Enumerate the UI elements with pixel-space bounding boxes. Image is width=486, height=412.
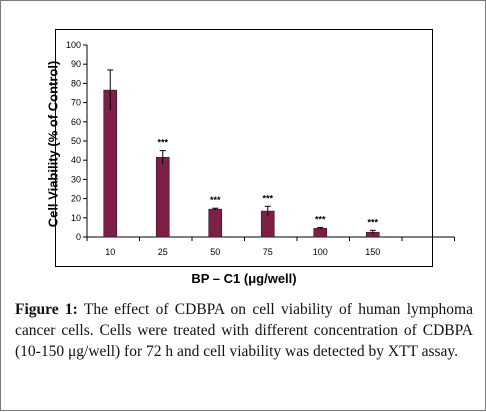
y-tick-label: 30 [71, 174, 81, 184]
x-tick-label: 10 [105, 247, 115, 257]
y-tick-label: 20 [71, 194, 81, 204]
x-tick-label: 75 [263, 247, 273, 257]
significance-label: *** [157, 138, 168, 148]
y-tick-label: 10 [71, 213, 81, 223]
bar [313, 228, 328, 238]
caption-label: Figure 1: [15, 301, 78, 318]
significance-label: *** [262, 193, 273, 203]
bar [155, 157, 170, 238]
significance-label: *** [367, 217, 378, 227]
bar [103, 89, 118, 238]
y-tick-label: 40 [71, 155, 81, 165]
significance-label: *** [315, 214, 326, 224]
y-tick-label: 50 [71, 136, 81, 146]
x-tick-label: 100 [313, 247, 328, 257]
x-axis-label: BP – C1 (μg/well) [191, 271, 297, 286]
x-tick-label: 150 [365, 247, 380, 257]
figure-caption: Figure 1: The effect of CDBPA on cell vi… [15, 299, 473, 362]
x-tick-label: 50 [210, 247, 220, 257]
y-axis-label: Cell Viability (% of Control) [45, 60, 61, 228]
chart-frame [55, 29, 433, 267]
y-tick-label: 80 [71, 78, 81, 88]
y-tick-label: 0 [76, 232, 81, 242]
significance-label: *** [210, 195, 221, 205]
y-tick-label: 60 [71, 117, 81, 127]
y-tick-label: 70 [71, 98, 81, 108]
y-tick-label: 100 [66, 40, 81, 50]
caption-text: The effect of CDBPA on cell viability of… [15, 301, 473, 360]
x-tick-label: 25 [158, 247, 168, 257]
y-tick-label: 90 [71, 59, 81, 69]
bar [208, 208, 223, 238]
